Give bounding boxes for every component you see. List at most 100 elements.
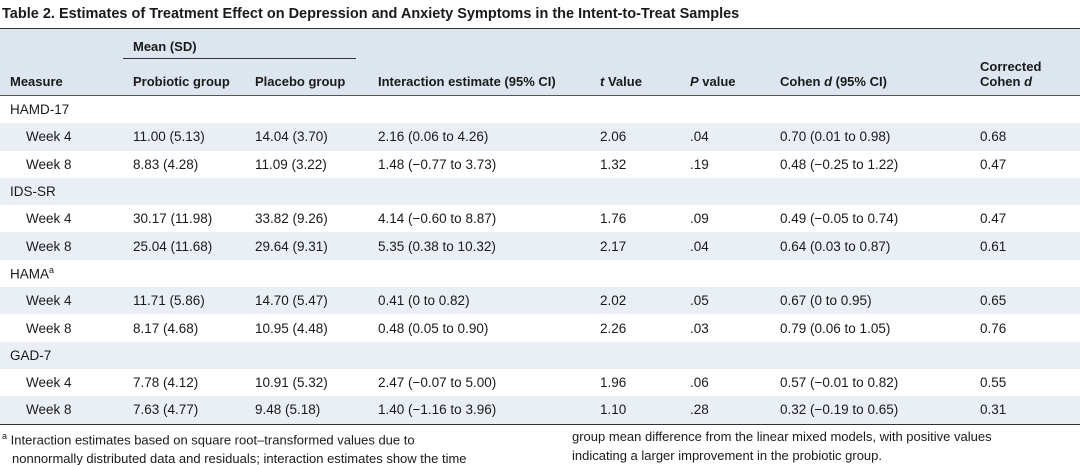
header-text: Interaction estimate (95% CI) bbox=[378, 74, 556, 89]
note-mark: a bbox=[49, 265, 55, 276]
cell: 2.26 bbox=[600, 320, 627, 336]
cell: 2.16 (0.06 to 4.26) bbox=[378, 129, 489, 145]
span-rule bbox=[123, 58, 356, 59]
column-header: Interaction estimate (95% CI) bbox=[368, 59, 590, 96]
cell: .04 bbox=[690, 129, 709, 145]
span-header: Mean (SD) bbox=[123, 29, 368, 59]
cell: .05 bbox=[690, 293, 709, 309]
cell: 14.70 (5.47) bbox=[255, 293, 328, 309]
cell: 7.78 (4.12) bbox=[133, 375, 199, 391]
cell: 0.47 bbox=[980, 211, 1007, 227]
cell: 2.47 (−0.07 to 5.00) bbox=[378, 375, 497, 391]
header-cell bbox=[590, 29, 680, 59]
footnote-text: Interaction estimates based on square ro… bbox=[10, 428, 992, 465]
cell: 33.82 (9.26) bbox=[255, 211, 328, 227]
cell: 1.10 bbox=[590, 396, 680, 425]
group-row: IDS-SR bbox=[0, 177, 1080, 206]
data-table: Mean (SD) Measure Probiotic group Placebo … bbox=[0, 29, 1080, 425]
cell: 10.91 (5.32) bbox=[255, 375, 328, 391]
cell: .19 bbox=[690, 156, 709, 172]
column-header: Probiotic group bbox=[123, 59, 245, 96]
cell: .06 bbox=[690, 375, 709, 391]
cell: 11.00 (5.13) bbox=[133, 129, 205, 145]
cell: 0.57 (−0.01 to 0.82) bbox=[780, 375, 899, 391]
footnote: a Interaction estimates based on square … bbox=[0, 425, 1042, 465]
group-label: GAD-7 bbox=[0, 342, 1080, 369]
header-text: P bbox=[690, 74, 699, 89]
header-text: d bbox=[1024, 74, 1033, 89]
header-cell bbox=[0, 29, 123, 59]
cell: 8.83 (4.28) bbox=[133, 156, 199, 172]
data-row: Week 8 8.17 (4.68) 10.95 (4.48) 0.48 (0.05 … bbox=[0, 314, 1080, 341]
cell: 2.17 bbox=[600, 238, 627, 254]
header-text: Probiotic group bbox=[133, 74, 230, 89]
cell: 0.65 bbox=[980, 293, 1007, 309]
cell: 30.17 (11.98) bbox=[133, 211, 213, 227]
cell: Week 8 bbox=[26, 238, 72, 254]
cell: 2.02 bbox=[600, 293, 627, 309]
cell: 9.48 (5.18) bbox=[245, 396, 368, 425]
cell: 0.48 (0.05 to 0.90) bbox=[378, 320, 489, 336]
cell: 1.32 bbox=[600, 156, 627, 172]
header-text: (95% CI) bbox=[832, 74, 887, 89]
span-header-text: Mean (SD) bbox=[133, 39, 197, 54]
cell: 0.49 (−0.05 to 0.74) bbox=[780, 211, 899, 227]
cell: .09 bbox=[690, 211, 709, 227]
column-header: Corrected Cohen d bbox=[970, 59, 1080, 96]
cell: 8.17 (4.68) bbox=[133, 320, 199, 336]
group-label: HAMD-17 bbox=[0, 96, 1080, 124]
cell: 0.67 (0 to 0.95) bbox=[780, 293, 872, 309]
cell: 2.06 bbox=[600, 129, 627, 145]
header-text: value bbox=[698, 74, 736, 89]
column-header: P value bbox=[680, 59, 770, 96]
cell: .28 bbox=[680, 396, 770, 425]
cell: 10.95 (4.48) bbox=[255, 320, 328, 336]
header-text: Cohen bbox=[980, 74, 1025, 89]
group-row: GAD-7 bbox=[0, 341, 1080, 369]
header-cell bbox=[970, 29, 1080, 59]
header-text: Corrected bbox=[980, 59, 1042, 74]
cell: Week 4 bbox=[26, 211, 72, 227]
group-label-text: HAMA bbox=[10, 266, 50, 282]
cell: 0.31 bbox=[970, 396, 1080, 425]
cell: 11.71 (5.86) bbox=[133, 293, 205, 309]
cell: Week 8 bbox=[26, 156, 72, 172]
group-row: HAMD-17 bbox=[0, 96, 1080, 124]
table-title: Table 2. Estimates of Treatment Effect o… bbox=[0, 0, 1080, 29]
cell: .03 bbox=[690, 320, 709, 336]
header-text: d bbox=[824, 74, 833, 89]
group-label: IDS-SR bbox=[0, 178, 1080, 205]
data-row: Week 4 7.78 (4.12) 10.91 (5.32) 2.47 (−0.07… bbox=[0, 369, 1080, 396]
cell: 0.47 bbox=[980, 156, 1007, 172]
group-label-text: HAMD-17 bbox=[10, 102, 70, 118]
cell: 0.68 bbox=[980, 129, 1007, 145]
table-header: Mean (SD) Measure Probiotic group Placebo … bbox=[0, 29, 1080, 96]
header-text: Cohen bbox=[780, 74, 825, 89]
cell: 0.55 bbox=[980, 375, 1007, 391]
header-cell bbox=[368, 29, 590, 59]
group-label-text: GAD-7 bbox=[10, 347, 52, 363]
header-text: t bbox=[600, 74, 605, 89]
cell: Week 4 bbox=[26, 129, 72, 145]
data-row: Week 4 11.00 (5.13) 14.04 (3.70) 2.16 (0.06… bbox=[0, 123, 1080, 151]
cell: Week 8 bbox=[26, 320, 72, 336]
cell: 5.35 (0.38 to 10.32) bbox=[378, 238, 496, 254]
cell: 0.48 (−0.25 to 1.22) bbox=[780, 156, 899, 172]
column-header: Cohen d (95% CI) bbox=[770, 59, 970, 96]
cell: 4.14 (−0.60 to 8.87) bbox=[378, 211, 497, 227]
cell: 14.04 (3.70) bbox=[255, 129, 328, 145]
data-row: Week 8 8.83 (4.28) 11.09 (3.22) 1.48 (−0.77… bbox=[0, 151, 1080, 178]
group-row: HAMAa bbox=[0, 260, 1080, 287]
column-header: t Value bbox=[590, 59, 680, 96]
cell: 1.48 (−0.77 to 3.73) bbox=[378, 156, 497, 172]
header-text: Measure bbox=[10, 74, 63, 89]
data-row: Week 8 25.04 (11.68) 29.64 (9.31) 5.35 (0.3… bbox=[0, 232, 1080, 260]
cell: Week 8 bbox=[0, 396, 123, 425]
header-text: Placebo group bbox=[255, 74, 346, 89]
group-label: HAMAa bbox=[0, 260, 1080, 287]
group-label-text: IDS-SR bbox=[10, 184, 56, 200]
header-cell bbox=[770, 29, 970, 59]
cell: 0.79 (0.06 to 1.05) bbox=[780, 320, 891, 336]
cell: 1.96 bbox=[600, 375, 627, 391]
